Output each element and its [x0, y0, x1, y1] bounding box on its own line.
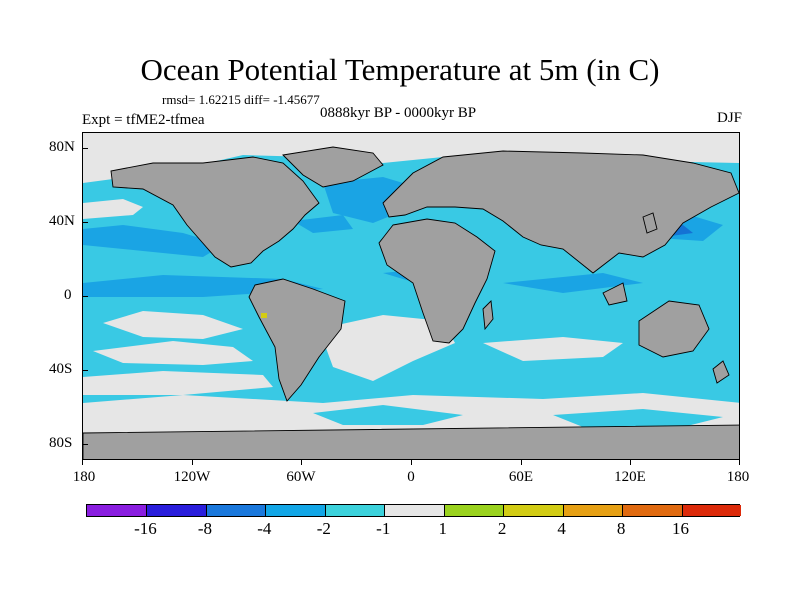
- x-tick-180e: [739, 459, 740, 465]
- northpacific-blue-band: [83, 225, 223, 257]
- colorbar-label: -8: [197, 519, 212, 538]
- y-label-40n: 40N: [49, 213, 75, 229]
- x-tick-120w: [192, 459, 193, 465]
- y-tick-40n: [82, 222, 88, 223]
- southern-cyan-band: [313, 405, 463, 425]
- colorbar-label: 2: [497, 519, 507, 538]
- y-tick-80n: [82, 148, 88, 149]
- colorbar-segment: [681, 505, 742, 516]
- y-label-40s: 40S: [49, 361, 73, 377]
- y-tick-0: [82, 296, 88, 297]
- map-panel: [82, 132, 740, 460]
- x-tick-180w: [82, 459, 83, 465]
- new-zealand: [712, 360, 730, 384]
- y-label-80s: 80S: [49, 435, 73, 451]
- colorbar-segment: [324, 505, 385, 516]
- y-tick-80s: [82, 444, 88, 445]
- south-america: [248, 278, 346, 402]
- colorbar-segment: [562, 505, 623, 516]
- colorbar-label: 1: [438, 519, 447, 538]
- arctic-neutral-zone: [83, 133, 739, 183]
- colorbar-label: -2: [316, 519, 331, 538]
- southern-cyan-band-2: [553, 409, 723, 427]
- experiment-label: Expt = tfME2-tfmea: [82, 112, 205, 128]
- indian-neutral-band: [483, 337, 623, 361]
- y-tick-40s: [82, 370, 88, 371]
- southpacific-neutral-band-2: [93, 341, 253, 365]
- x-label-0: 0: [407, 469, 415, 485]
- colorbar-label: 4: [557, 519, 566, 538]
- colorbar-label: 8: [616, 519, 626, 538]
- colorbar-segment: [146, 505, 207, 516]
- colorbar-segment: [265, 505, 326, 516]
- colorbar-segment: [384, 505, 445, 516]
- madagascar: [482, 300, 494, 331]
- colorbar: [86, 504, 742, 517]
- stats-text: rmsd= 1.62215 diff= -1.45677: [162, 92, 320, 107]
- borneo: [602, 282, 628, 306]
- y-label-80n: 80N: [49, 139, 75, 155]
- x-label-180w: 180: [72, 469, 96, 485]
- southpacific-neutral-band-1: [103, 311, 243, 339]
- colorbar-segment: [205, 505, 266, 516]
- x-tick-60e: [521, 459, 522, 465]
- x-label-120w: 120W: [173, 469, 211, 485]
- map-title: Ocean Potential Temperature at 5m (in C): [140, 52, 660, 87]
- x-label-60w: 60W: [286, 469, 316, 485]
- australia: [638, 300, 710, 358]
- land-masses: [83, 146, 739, 459]
- x-label-60e: 60E: [508, 469, 534, 485]
- japan: [642, 212, 658, 234]
- colorbar-segment: [87, 505, 147, 516]
- x-tick-0: [411, 459, 412, 465]
- positive-anomaly-spot: [261, 313, 267, 318]
- southpacific-neutral-band-3: [83, 371, 273, 395]
- x-tick-60w: [301, 459, 302, 465]
- y-label-0: 0: [64, 287, 72, 303]
- northpacific-neutral-patch: [83, 199, 143, 219]
- colorbar-label: -16: [134, 519, 157, 538]
- x-label-180e: 180: [726, 469, 750, 485]
- africa: [378, 218, 496, 344]
- map-svg: [83, 133, 739, 459]
- colorbar-label: -4: [257, 519, 272, 538]
- x-label-120e: 120E: [614, 469, 646, 485]
- colorbar-label: 16: [672, 519, 690, 538]
- colorbar-segment: [503, 505, 564, 516]
- colorbar-segment: [622, 505, 683, 516]
- colorbar-label: -1: [376, 519, 391, 538]
- southatlantic-neutral-zone: [319, 315, 455, 381]
- colorbar-segment: [443, 505, 504, 516]
- eurasia: [382, 150, 739, 274]
- equatorial-indian-blue-band: [503, 273, 643, 293]
- greenland: [282, 146, 384, 188]
- period-label: 0888kyr BP - 0000kyr BP: [320, 105, 477, 121]
- gulfstream-blue-band: [293, 215, 353, 233]
- season-label: DJF: [716, 110, 742, 126]
- north-america: [110, 156, 320, 268]
- x-tick-120e: [630, 459, 631, 465]
- antarctica: [83, 424, 739, 459]
